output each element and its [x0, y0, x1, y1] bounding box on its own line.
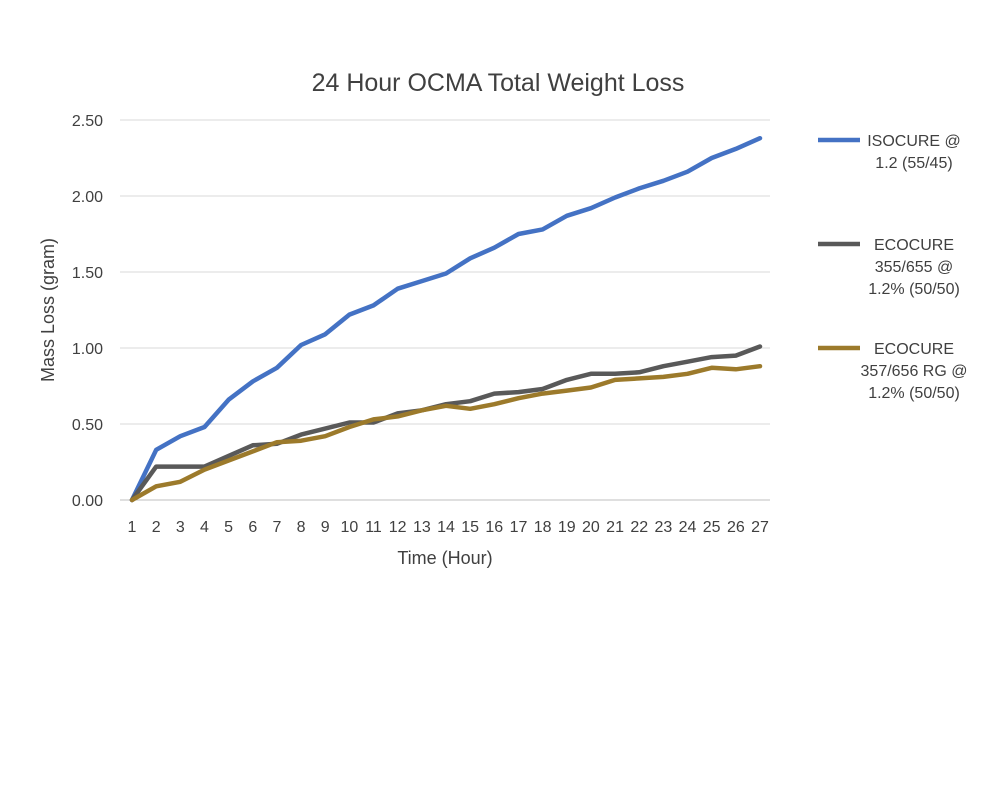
- legend-label-2: ECOCURE 355/655 @1.2% (50/50): [868, 237, 960, 298]
- series-line-3: [129, 363, 763, 503]
- x-tick-label: 7: [272, 519, 281, 536]
- legend: ISOCURE @1.2 (55/45) ECOCURE 355/655 @1.2%…: [818, 133, 967, 402]
- y-tick-label: 2.50: [72, 113, 103, 130]
- y-tick-label: 0.00: [72, 493, 103, 510]
- x-tick-label: 3: [176, 519, 185, 536]
- x-tick-label: 4: [200, 519, 209, 536]
- x-tick-label: 14: [437, 519, 455, 536]
- x-tick-label: 19: [558, 519, 576, 536]
- series-lines: [129, 135, 763, 503]
- x-tick-label: 24: [679, 519, 697, 536]
- series-line-2: [129, 344, 763, 503]
- x-tick-label: 13: [413, 519, 431, 536]
- x-tick-label: 2: [152, 519, 161, 536]
- y-tick-label: 2.00: [72, 189, 103, 206]
- x-tick-label: 25: [703, 519, 721, 536]
- x-axis-label: Time (Hour): [397, 548, 492, 568]
- x-tick-label: 27: [751, 519, 769, 536]
- x-tick-label: 8: [297, 519, 306, 536]
- legend-label-3: ECOCURE 357/656 RG @1.2% (50/50): [861, 341, 968, 402]
- y-axis-label: Mass Loss (gram): [38, 238, 58, 382]
- gridlines: [120, 119, 770, 501]
- x-tick-label: 9: [321, 519, 330, 536]
- x-tick-label: 22: [630, 519, 648, 536]
- chart-title: 24 Hour OCMA Total Weight Loss: [312, 69, 685, 97]
- x-tick-label: 10: [340, 519, 358, 536]
- x-tick-label: 23: [654, 519, 672, 536]
- y-tick-label: 1.00: [72, 341, 103, 358]
- x-tick-label: 11: [365, 519, 382, 536]
- x-tick-label: 17: [510, 519, 528, 536]
- y-axis-ticks: 0.00 0.50 1.00 1.50 2.00 2.50: [72, 113, 103, 510]
- y-tick-label: 0.50: [72, 417, 103, 434]
- x-tick-label: 12: [389, 519, 407, 536]
- x-tick-label: 5: [224, 519, 233, 536]
- x-tick-label: 21: [606, 519, 624, 536]
- x-tick-label: 16: [485, 519, 503, 536]
- x-tick-label: 15: [461, 519, 479, 536]
- x-axis-ticks: 1 2 3 4 5 6 7 8 9 10 11 12 13 14 15 16 17 18 19 20 21 22 23 24 2…: [128, 519, 769, 536]
- x-tick-label: 20: [582, 519, 600, 536]
- x-tick-label: 6: [248, 519, 257, 536]
- x-tick-label: 1: [128, 519, 137, 536]
- x-tick-label: 18: [534, 519, 552, 536]
- y-tick-label: 1.50: [72, 265, 103, 282]
- series-line-1: [129, 135, 763, 503]
- legend-label-1: ISOCURE @1.2 (55/45): [867, 133, 961, 172]
- x-tick-label: 26: [727, 519, 745, 536]
